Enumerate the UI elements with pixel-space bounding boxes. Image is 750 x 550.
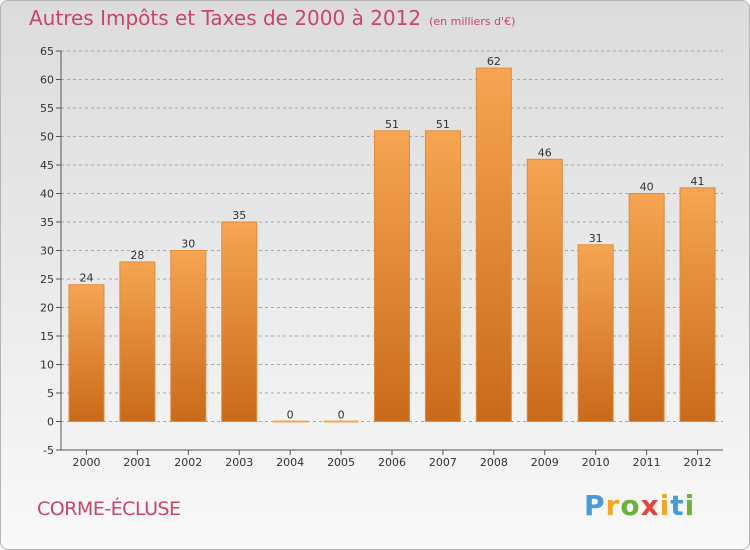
y-tick-label: 35: [40, 216, 54, 229]
bar-2000: [68, 284, 105, 423]
logo-letter: i: [684, 489, 696, 522]
data-label-2004: 0: [287, 409, 294, 422]
labels: 24 28 30 35 0 0 51 51 62 46 31 40 41: [79, 55, 704, 421]
data-label-2005: 0: [338, 409, 345, 422]
y-tick-label: 50: [40, 131, 54, 144]
bar-2011: [628, 193, 665, 422]
bars: [68, 67, 716, 423]
data-label-2000: 24: [79, 272, 93, 285]
bar-2010: [577, 244, 614, 422]
y-tick-label: 5: [47, 387, 54, 400]
logo-letter: t: [670, 489, 685, 522]
x-tick-label-2008: 2008: [480, 456, 508, 469]
logo-letter: o: [620, 489, 641, 522]
bar-2003: [221, 221, 258, 422]
data-label-2009: 46: [538, 146, 552, 159]
data-label-2007: 51: [436, 118, 450, 131]
x-tick-label-2002: 2002: [174, 456, 202, 469]
data-label-2008: 62: [487, 55, 501, 68]
x-tick-label-2001: 2001: [123, 456, 151, 469]
logo-letter: r: [605, 489, 621, 522]
y-tick-label: 15: [40, 330, 54, 343]
commune-name: CORME-ÉCLUSE: [37, 498, 181, 520]
y-tick-label: 25: [40, 273, 54, 286]
logo-letter: P: [584, 489, 606, 522]
bar-2006: [374, 130, 410, 423]
logo-letter: i: [659, 489, 671, 522]
x-tick-label-2007: 2007: [429, 456, 457, 469]
bar-2004: [272, 420, 308, 423]
y-tick-label: 40: [40, 188, 54, 201]
bar-2001: [119, 261, 156, 422]
y-tick-label: 45: [40, 159, 54, 172]
data-label-2010: 31: [589, 232, 603, 245]
bar-2005: [323, 420, 359, 423]
bar-2008: [475, 67, 512, 422]
y-tick-label: 30: [40, 245, 54, 258]
y-tick-label: 0: [47, 416, 54, 429]
chart-title: Autres Impôts et Taxes de 2000 à 2012 (en…: [29, 6, 515, 30]
y-tick-label: 10: [40, 359, 54, 372]
x-tick-label-2010: 2010: [582, 456, 610, 469]
x-tick-label-2003: 2003: [225, 456, 253, 469]
proxiti-logo[interactable]: Proxiti: [584, 489, 695, 522]
x-tick-label-2006: 2006: [378, 456, 406, 469]
y-tick-label: 20: [40, 302, 54, 315]
x-tick-label-2012: 2012: [684, 456, 712, 469]
y-tick-label: -5: [43, 444, 54, 457]
y-tick-label: 55: [40, 102, 54, 115]
y-tick-label: 60: [40, 74, 54, 87]
data-label-2006: 51: [385, 118, 399, 131]
data-label-2011: 40: [640, 181, 654, 194]
data-label-2001: 28: [130, 249, 144, 262]
logo-letter: x: [640, 489, 660, 522]
x-tick-label-2011: 2011: [633, 456, 661, 469]
x-tick-label-2005: 2005: [327, 456, 355, 469]
bar-2012: [679, 187, 716, 422]
bar-2009: [526, 158, 563, 423]
chart-unit-note: (en milliers d'€): [429, 15, 516, 28]
y-tick-label: 65: [40, 45, 54, 58]
bar-2002: [170, 250, 207, 422]
chart-title-text: Autres Impôts et Taxes de 2000 à 2012: [29, 6, 422, 30]
x-tick-label-2004: 2004: [276, 456, 304, 469]
x-tick-label-2000: 2000: [72, 456, 100, 469]
bar-2007: [424, 130, 461, 423]
data-label-2012: 41: [691, 175, 705, 188]
data-label-2003: 35: [232, 209, 246, 222]
x-tick-label-2009: 2009: [531, 456, 559, 469]
data-label-2002: 30: [181, 238, 195, 251]
